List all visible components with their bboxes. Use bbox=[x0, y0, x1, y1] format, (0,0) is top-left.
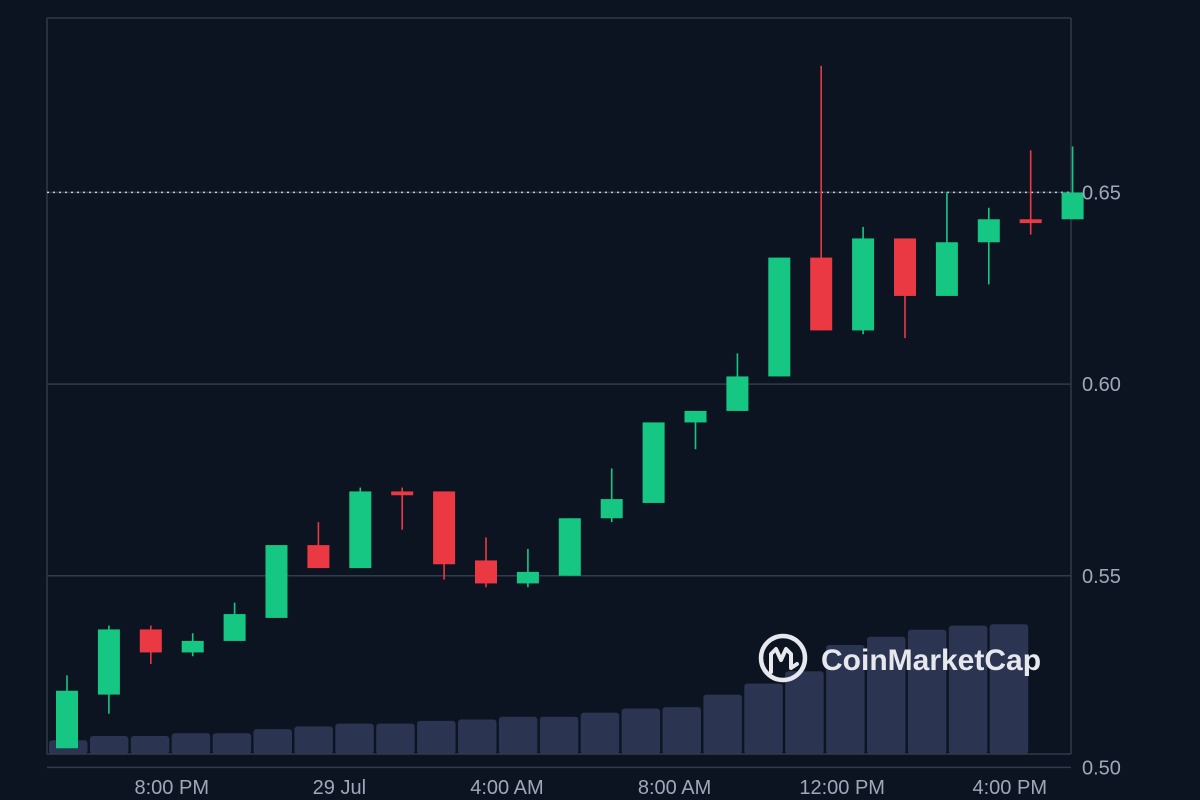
y-tick-label: 0.50 bbox=[1082, 757, 1121, 779]
volume-bar bbox=[458, 719, 497, 754]
y-tick-label: 0.60 bbox=[1082, 374, 1121, 396]
candle-body bbox=[894, 238, 916, 296]
candle bbox=[558, 518, 581, 576]
y-tick-label: 0.55 bbox=[1082, 566, 1121, 588]
candle-body bbox=[307, 545, 330, 569]
candle-body bbox=[726, 376, 749, 411]
candle bbox=[600, 468, 623, 523]
volume-bar bbox=[826, 644, 865, 754]
volume-bar bbox=[785, 671, 824, 754]
candle-body bbox=[684, 410, 707, 423]
candle bbox=[181, 633, 204, 657]
candle-body bbox=[56, 690, 78, 749]
chart-frame bbox=[46, 17, 1072, 755]
candle bbox=[139, 625, 162, 664]
candle bbox=[642, 422, 665, 503]
watermark: CoinMarketCap bbox=[758, 633, 1041, 683]
candle-body bbox=[642, 422, 665, 503]
volume-bar bbox=[253, 729, 292, 754]
candle-body bbox=[349, 491, 372, 569]
x-tick-label: 12:00 PM bbox=[799, 777, 885, 799]
candle bbox=[852, 226, 875, 335]
volume-bar bbox=[89, 736, 129, 754]
coinmarketcap-logo-icon bbox=[758, 633, 808, 683]
volume-bar bbox=[212, 733, 252, 754]
candle bbox=[935, 192, 958, 296]
volume-bar bbox=[130, 736, 170, 754]
candle bbox=[349, 487, 372, 569]
candle bbox=[977, 207, 1000, 285]
candle-body bbox=[391, 491, 414, 496]
candle-body bbox=[852, 238, 875, 331]
candle bbox=[684, 410, 707, 450]
volume-bar bbox=[867, 636, 906, 754]
candle bbox=[391, 487, 414, 530]
volume-bar bbox=[580, 712, 620, 754]
candle bbox=[97, 625, 120, 714]
candle bbox=[1061, 146, 1084, 220]
volume-bar bbox=[948, 625, 988, 754]
candle bbox=[433, 491, 456, 580]
volume-bar bbox=[744, 683, 783, 754]
volume-bar bbox=[498, 716, 538, 754]
volume-bar bbox=[376, 723, 415, 754]
candle bbox=[307, 522, 330, 569]
x-tick-label: 4:00 AM bbox=[470, 777, 543, 799]
candle bbox=[810, 65, 833, 331]
x-tick-label: 8:00 AM bbox=[638, 777, 711, 799]
candle-body bbox=[223, 614, 246, 641]
candle bbox=[265, 545, 288, 618]
candle bbox=[1019, 150, 1042, 235]
x-tick-label: 8:00 PM bbox=[135, 777, 209, 799]
candle-body bbox=[810, 257, 833, 331]
candle bbox=[516, 548, 539, 588]
y-axis: 0.50 0.55 0.60 0.65 bbox=[1082, 182, 1121, 779]
volume-bar bbox=[989, 624, 1029, 754]
volume-bar bbox=[294, 726, 333, 754]
candle bbox=[894, 238, 916, 339]
candle bbox=[726, 353, 749, 411]
x-axis: 8:00 PM 29 Jul 4:00 AM 8:00 AM 12:00 PM 4:00 … bbox=[135, 777, 1047, 799]
candle-body bbox=[433, 491, 456, 565]
volume-bar bbox=[171, 733, 211, 754]
candle bbox=[56, 675, 78, 749]
candle-body bbox=[977, 219, 1000, 243]
volume-bar bbox=[703, 694, 742, 754]
candle-body bbox=[139, 629, 162, 653]
x-tick-label: 4:00 PM bbox=[973, 777, 1047, 799]
volume-bar bbox=[335, 723, 374, 754]
candle-body bbox=[1061, 192, 1084, 220]
candle-body bbox=[1019, 219, 1042, 224]
candle bbox=[475, 537, 497, 588]
candle-body bbox=[181, 640, 204, 653]
candle bbox=[768, 257, 791, 377]
candle bbox=[223, 602, 246, 641]
x-tick-label: 29 Jul bbox=[313, 777, 366, 799]
candles bbox=[56, 65, 1084, 749]
candle-body bbox=[935, 242, 958, 296]
candle-body bbox=[768, 257, 791, 377]
candle-body bbox=[265, 545, 288, 618]
volume-bar bbox=[621, 708, 661, 754]
candle-body bbox=[516, 571, 539, 584]
watermark-text: CoinMarketCap bbox=[821, 644, 1041, 677]
volume-bar bbox=[417, 720, 456, 754]
volume-bar bbox=[539, 716, 579, 754]
candle-body bbox=[97, 629, 120, 695]
volume-bar bbox=[907, 629, 947, 754]
candle-body bbox=[600, 499, 623, 519]
candle-body bbox=[475, 560, 497, 584]
volume-bars bbox=[49, 624, 1029, 754]
volume-bar bbox=[662, 707, 701, 754]
y-tick-label: 0.65 bbox=[1082, 182, 1121, 204]
candle-body bbox=[558, 518, 581, 576]
